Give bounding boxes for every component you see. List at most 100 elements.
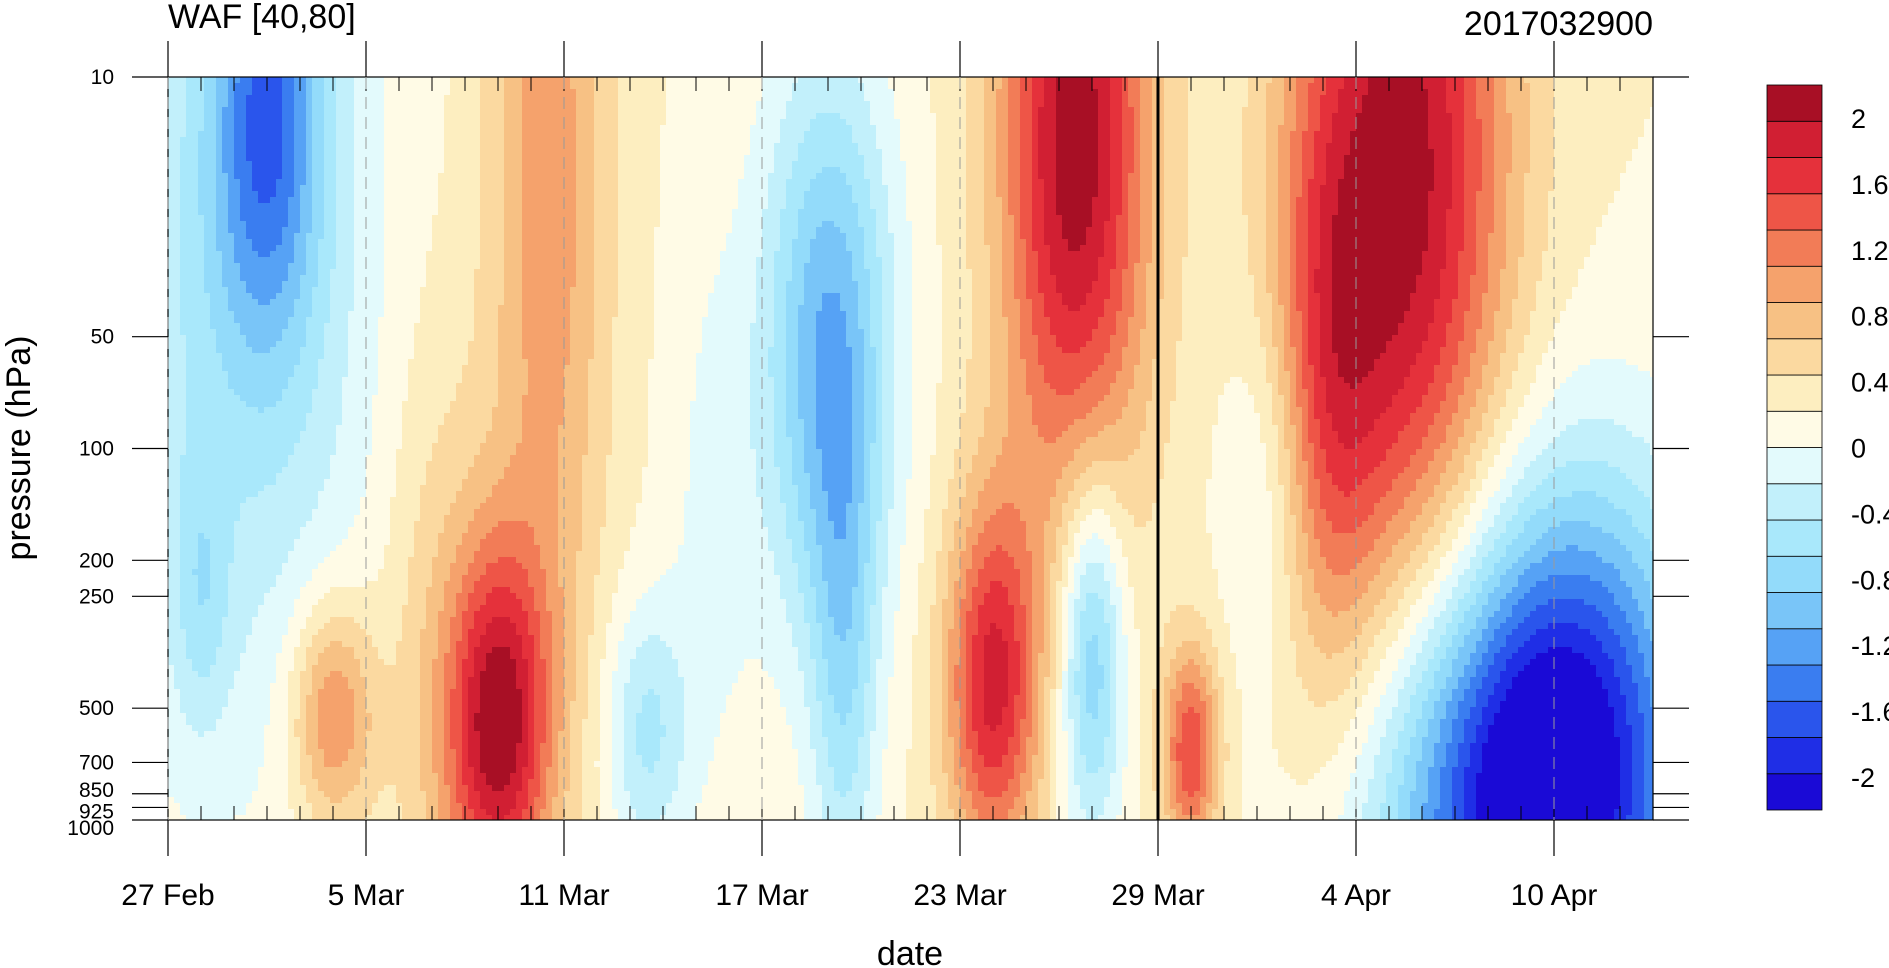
field-cell bbox=[972, 191, 979, 198]
field-cell bbox=[798, 143, 805, 150]
field-cell bbox=[978, 83, 985, 90]
field-cell bbox=[1254, 185, 1261, 192]
field-cell bbox=[1110, 149, 1117, 156]
field-cell bbox=[1536, 137, 1543, 144]
field-cell bbox=[318, 125, 325, 132]
field-cell bbox=[1044, 107, 1051, 114]
field-cell bbox=[846, 107, 853, 114]
field-cell bbox=[1302, 185, 1309, 192]
field-cell bbox=[462, 125, 469, 132]
field-cell bbox=[1578, 131, 1585, 138]
field-cell bbox=[1212, 149, 1219, 156]
field-cell bbox=[834, 155, 841, 162]
field-cell bbox=[888, 107, 895, 114]
field-cell bbox=[1200, 155, 1207, 162]
field-cell bbox=[1296, 143, 1303, 150]
field-cell bbox=[918, 185, 925, 192]
field-cell bbox=[1110, 161, 1117, 168]
field-cell bbox=[360, 131, 367, 138]
field-cell bbox=[1422, 107, 1429, 114]
field-cell bbox=[1368, 191, 1375, 198]
field-cell bbox=[324, 185, 331, 192]
field-cell bbox=[1548, 131, 1555, 138]
field-cell bbox=[1506, 155, 1513, 162]
field-cell bbox=[942, 179, 949, 186]
field-cell bbox=[1002, 89, 1009, 96]
field-cell bbox=[336, 149, 343, 156]
field-cell bbox=[1134, 101, 1141, 108]
field-cell bbox=[1440, 89, 1447, 96]
field-cell bbox=[1068, 167, 1075, 174]
field-cell bbox=[1044, 89, 1051, 96]
field-cell bbox=[1314, 119, 1321, 126]
field-cell bbox=[570, 155, 577, 162]
field-cell bbox=[1596, 137, 1603, 144]
field-cell bbox=[1500, 113, 1507, 120]
field-cell bbox=[210, 77, 217, 84]
field-cell bbox=[312, 119, 319, 126]
field-cell bbox=[1140, 167, 1147, 174]
field-cell bbox=[168, 119, 175, 126]
field-cell bbox=[180, 89, 187, 96]
field-cell bbox=[744, 77, 751, 84]
field-cell bbox=[534, 113, 541, 120]
field-cell bbox=[1218, 101, 1225, 108]
field-cell bbox=[1470, 143, 1477, 150]
field-cell bbox=[1296, 101, 1303, 108]
field-cell bbox=[1290, 77, 1297, 84]
field-cell bbox=[486, 137, 493, 144]
field-cell bbox=[612, 161, 619, 168]
field-cell bbox=[642, 161, 649, 168]
field-cell bbox=[666, 173, 673, 180]
field-cell bbox=[768, 143, 775, 150]
field-cell bbox=[576, 191, 583, 198]
field-cell bbox=[678, 185, 685, 192]
field-cell bbox=[636, 161, 643, 168]
field-cell bbox=[450, 137, 457, 144]
field-cell bbox=[846, 149, 853, 156]
field-cell bbox=[630, 125, 637, 132]
field-cell bbox=[312, 101, 319, 108]
field-cell bbox=[1332, 137, 1339, 144]
field-cell bbox=[1542, 113, 1549, 120]
field-cell bbox=[942, 161, 949, 168]
field-cell bbox=[1590, 149, 1597, 156]
field-cell bbox=[1026, 77, 1033, 84]
field-cell bbox=[876, 155, 883, 162]
field-cell bbox=[264, 185, 271, 192]
field-cell bbox=[822, 125, 829, 132]
field-cell bbox=[768, 179, 775, 186]
field-cell bbox=[252, 197, 259, 204]
field-cell bbox=[438, 161, 445, 168]
field-cell bbox=[948, 107, 955, 114]
field-cell bbox=[306, 149, 313, 156]
field-cell bbox=[1410, 131, 1417, 138]
field-cell bbox=[306, 89, 313, 96]
field-cell bbox=[1542, 143, 1549, 150]
field-cell bbox=[948, 185, 955, 192]
field-cell bbox=[1500, 131, 1507, 138]
field-cell bbox=[1494, 107, 1501, 114]
field-cell bbox=[210, 95, 217, 102]
field-cell bbox=[1386, 95, 1393, 102]
field-cell bbox=[540, 101, 547, 108]
field-cell bbox=[402, 161, 409, 168]
field-cell bbox=[1272, 167, 1279, 174]
field-cell bbox=[1626, 95, 1633, 102]
field-cell bbox=[1098, 191, 1105, 198]
field-cell bbox=[1038, 185, 1045, 192]
field-cell bbox=[1182, 101, 1189, 108]
field-cell bbox=[324, 179, 331, 186]
field-cell bbox=[264, 191, 271, 198]
field-cell bbox=[1476, 95, 1483, 102]
field-cell bbox=[690, 167, 697, 174]
field-cell bbox=[426, 167, 433, 174]
field-cell bbox=[1632, 143, 1639, 150]
field-cell bbox=[1146, 179, 1153, 186]
field-cell bbox=[1056, 131, 1063, 138]
field-cell bbox=[1644, 137, 1651, 144]
field-cell bbox=[198, 119, 205, 126]
field-cell bbox=[696, 173, 703, 180]
field-cell bbox=[1086, 113, 1093, 120]
field-cell bbox=[294, 191, 301, 198]
